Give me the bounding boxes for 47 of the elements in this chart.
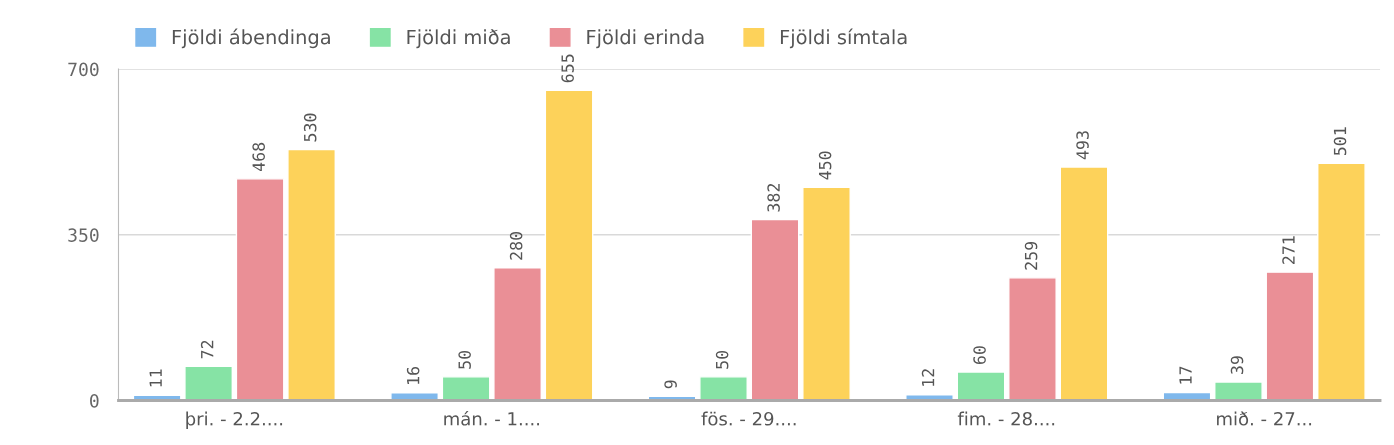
bar bbox=[699, 376, 748, 401]
data-label: 530 bbox=[303, 113, 317, 142]
bar bbox=[956, 371, 1006, 401]
x-tick-label: mið. - 27... bbox=[1217, 411, 1312, 426]
x-tick-label: fim. - 28.... bbox=[957, 411, 1055, 426]
data-label: 382 bbox=[767, 183, 780, 212]
data-label: 11 bbox=[149, 369, 162, 387]
data-label: 50 bbox=[458, 350, 471, 369]
data-label: 72 bbox=[200, 340, 214, 359]
data-label: 501 bbox=[1333, 127, 1347, 156]
bar bbox=[750, 218, 800, 401]
data-label: 12 bbox=[921, 369, 935, 386]
y-tick-label: 350 bbox=[68, 228, 99, 242]
x-tick-label: þri. - 2.2.... bbox=[186, 411, 283, 430]
data-label: 9 bbox=[664, 380, 677, 389]
legend-label: Fjöldi símtala bbox=[780, 28, 907, 49]
data-label: 60 bbox=[973, 346, 986, 365]
y-tick-label: 0 bbox=[90, 394, 99, 408]
legend-label: Fjöldi ábendinga bbox=[172, 28, 330, 49]
data-label: 271 bbox=[1282, 236, 1295, 264]
data-label: 39 bbox=[1230, 356, 1244, 374]
bar bbox=[802, 186, 851, 401]
data-label: 450 bbox=[818, 151, 832, 180]
bar bbox=[1008, 277, 1057, 401]
data-label: 50 bbox=[715, 350, 729, 369]
data-label: 493 bbox=[1076, 131, 1089, 160]
bar bbox=[441, 376, 491, 401]
bar bbox=[1265, 271, 1315, 401]
bar bbox=[184, 365, 233, 401]
data-label: 280 bbox=[509, 231, 523, 260]
data-label: 468 bbox=[252, 142, 265, 172]
bar bbox=[287, 148, 336, 401]
x-tick-label: mán. - 1.... bbox=[444, 410, 540, 426]
bar bbox=[1214, 381, 1263, 401]
legend-label: Fjöldi erinda bbox=[587, 29, 704, 49]
bar bbox=[235, 178, 285, 401]
y-tick-label: 700 bbox=[68, 62, 99, 77]
x-tick-label: fös. - 29.... bbox=[701, 411, 796, 426]
data-label: 259 bbox=[1024, 241, 1038, 270]
bar bbox=[1059, 166, 1109, 401]
bar bbox=[493, 267, 542, 401]
data-label: 16 bbox=[406, 366, 420, 384]
legend-label: Fjöldi miða bbox=[407, 29, 510, 49]
bar bbox=[1317, 162, 1366, 401]
data-label: 17 bbox=[1179, 366, 1192, 384]
bar bbox=[544, 89, 594, 401]
data-label: 655 bbox=[561, 54, 574, 83]
